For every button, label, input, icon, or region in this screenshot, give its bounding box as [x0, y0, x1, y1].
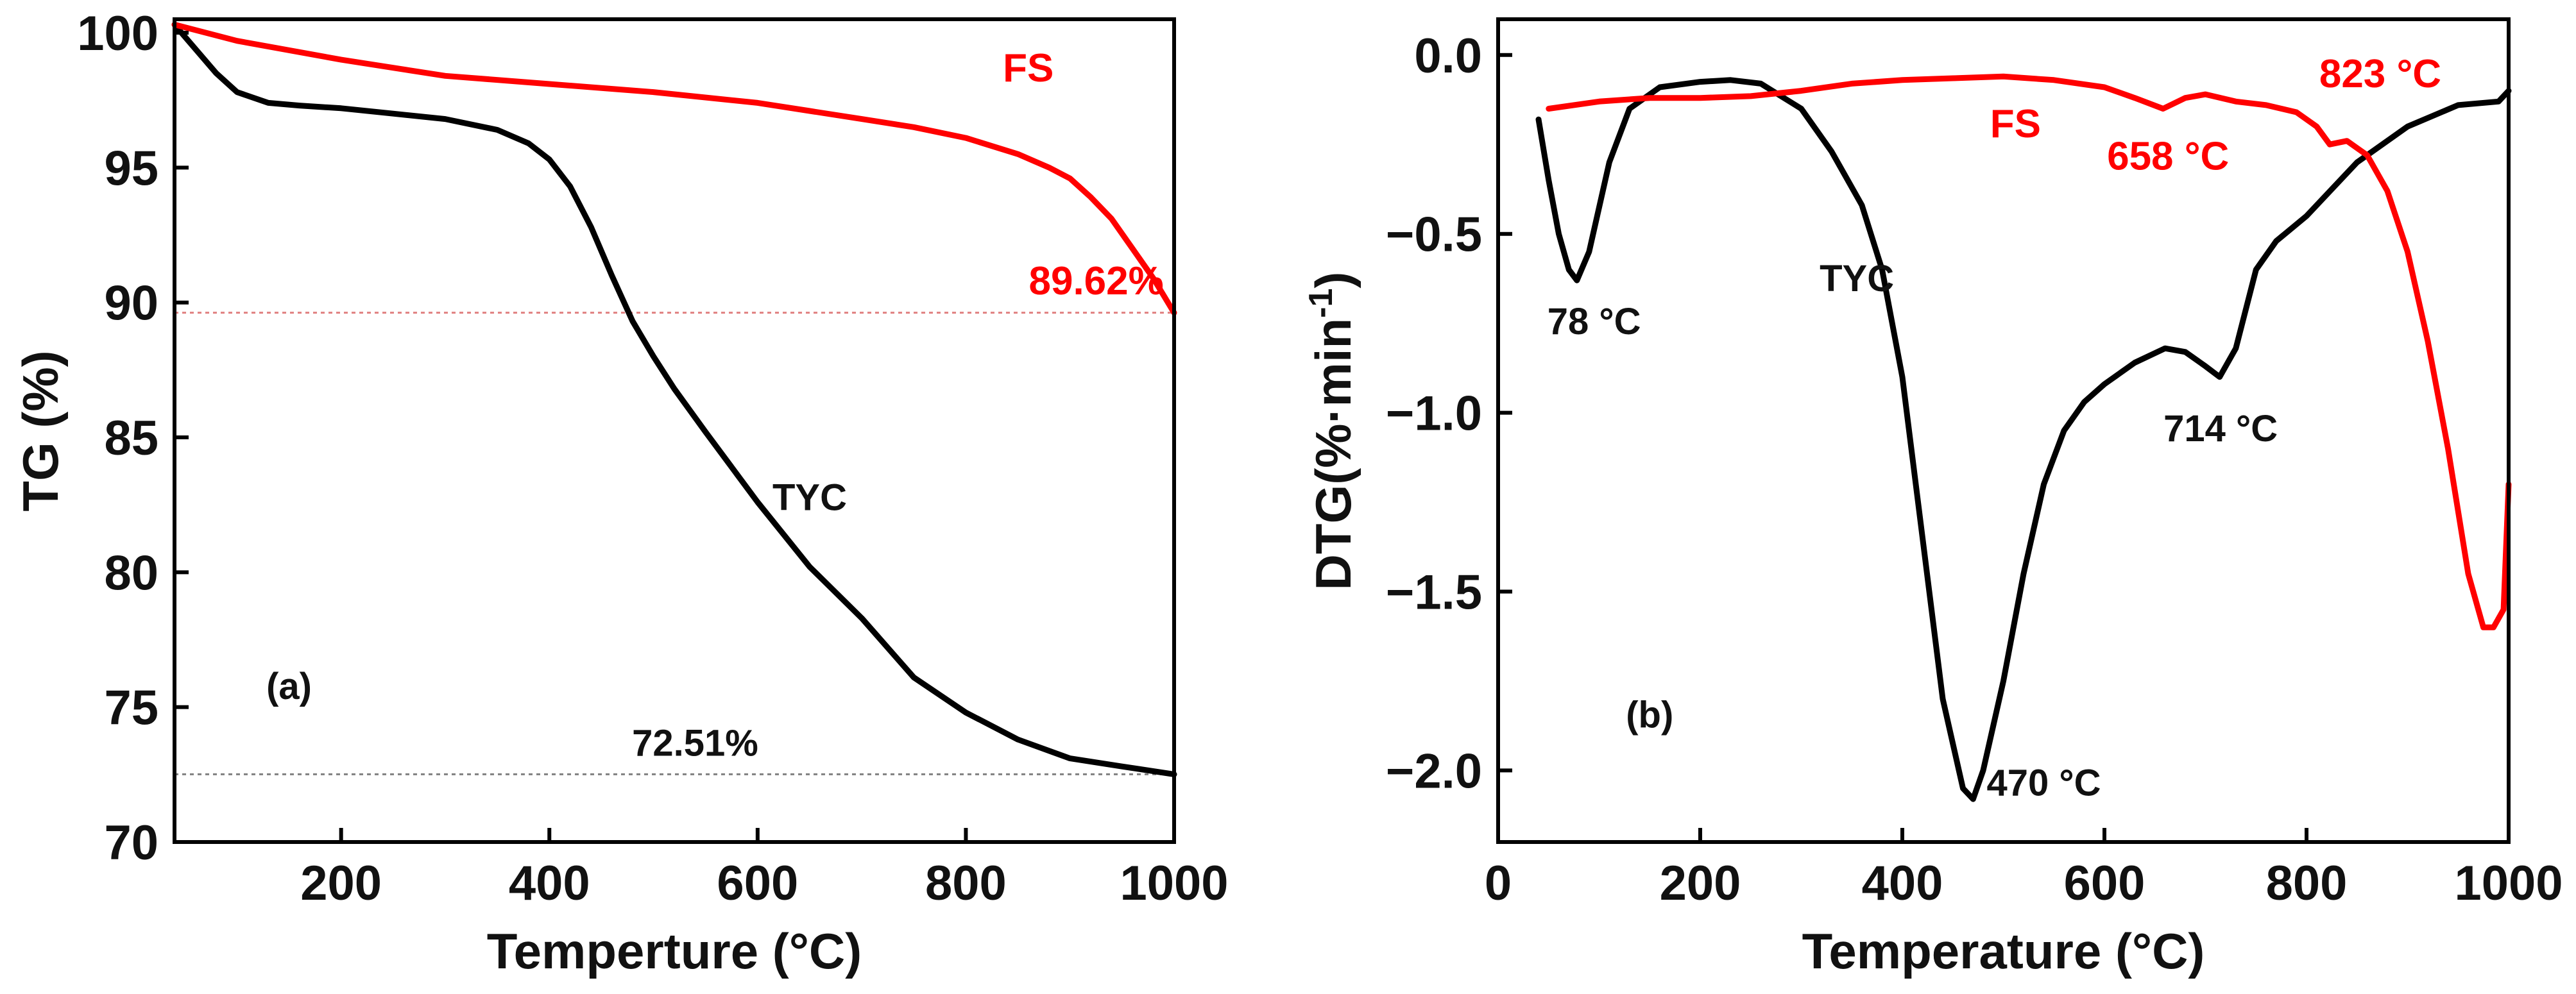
- y-tick-label: −0.5: [1386, 208, 1482, 262]
- x-axis-title: Temperture (°C): [487, 923, 862, 979]
- x-tick-label: 0: [1485, 856, 1512, 911]
- y-tick-label: 70: [104, 816, 158, 870]
- plot-frame: [173, 17, 1176, 844]
- x-tick-label: 400: [509, 856, 590, 911]
- y-tick-label: 90: [104, 276, 158, 331]
- y-tick-label: 100: [77, 6, 158, 61]
- y-tick-label: 0.0: [1414, 29, 1482, 83]
- x-tick-label: 1000: [2454, 856, 2563, 911]
- annotation-label: 72.51%: [632, 722, 758, 764]
- series-line-fs: [171, 21, 1177, 316]
- x-tick-label: 400: [1862, 856, 1943, 911]
- x-tick-label: 200: [300, 856, 382, 911]
- annotation-label: TYC: [1820, 258, 1894, 299]
- x-axis-title: Temperature (°C): [1802, 923, 2205, 979]
- annotation-label: 714 °C: [2163, 408, 2278, 450]
- y-tick-label: 95: [104, 141, 158, 196]
- y-tick-label: 75: [104, 681, 158, 736]
- y-tick-label: −1.5: [1386, 566, 1482, 620]
- plot-frame: [1496, 17, 2511, 844]
- annotation-label: (a): [266, 666, 312, 707]
- y-tick-label: 80: [104, 546, 158, 600]
- x-tick-label: 800: [2266, 856, 2348, 911]
- series-line-fs: [1546, 73, 2512, 630]
- panel-a-tg-chart: 200 400 600 800 1000 70 75 80 85 90 95 100 Tempertur…: [12, 6, 1229, 979]
- annotation-label: 470 °C: [1987, 762, 2101, 804]
- x-tick-label: 200: [1660, 856, 1741, 911]
- x-tick-label: 1000: [1120, 856, 1228, 911]
- annotation-label: TYC: [772, 477, 847, 519]
- y-tick-label: 85: [104, 411, 158, 466]
- y-axis-title: TG (%): [12, 350, 69, 511]
- x-tick-label: 600: [717, 856, 798, 911]
- x-tick-label: 800: [925, 856, 1007, 911]
- x-tick-label: 600: [2064, 856, 2145, 911]
- y-tick-label: −1.0: [1386, 387, 1482, 441]
- annotation-label: 89.62%: [1028, 259, 1163, 303]
- annotation-label: FS: [1003, 46, 1053, 90]
- series-line-tyc: [1535, 77, 2512, 802]
- annotation-label: 78 °C: [1548, 301, 1641, 342]
- series-line-tyc: [171, 21, 1177, 777]
- annotation-label: (b): [1626, 694, 1673, 736]
- annotation-label: 823 °C: [2319, 52, 2441, 96]
- annotation-label: FS: [1990, 102, 2041, 146]
- panel-b-dtg-chart: 0 200 400 600 800 1000 0.0 −0.5 −1.0 −1.5 −2.0 Temp…: [1302, 17, 2563, 979]
- y-tick-label: −2.0: [1386, 744, 1482, 798]
- y-axis-title: DTG(%·min-1): [1302, 272, 1361, 591]
- annotation-label: 658 °C: [2107, 134, 2229, 178]
